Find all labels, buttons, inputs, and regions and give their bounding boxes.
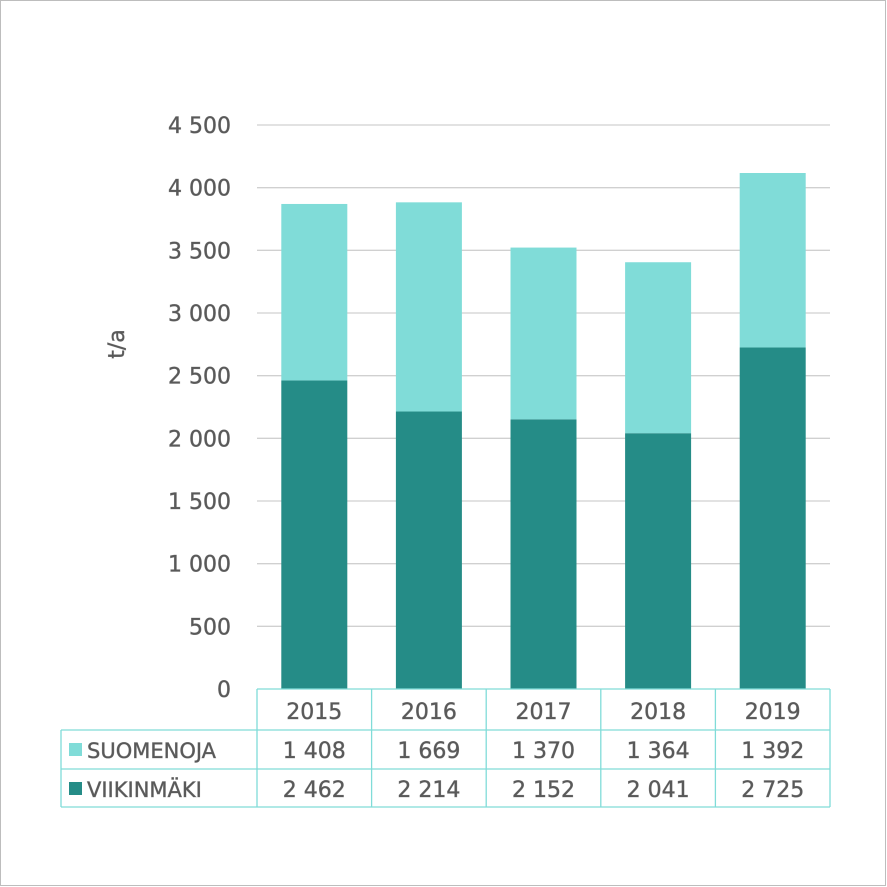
bar-suomenoja-2018 [625, 262, 692, 434]
y-tick-label: 1 500 [168, 490, 231, 515]
x-category-label: 2017 [516, 700, 572, 725]
x-category-label: 2018 [630, 700, 686, 725]
x-category-label: 2019 [745, 700, 801, 725]
table-cell-value: 2 462 [283, 778, 346, 803]
y-tick-label: 4 000 [168, 177, 231, 202]
x-category-label: 2016 [401, 700, 457, 725]
table-cell-value: 2 725 [741, 778, 804, 803]
table-cell-value: 1 370 [512, 739, 575, 764]
table-cell-value: 2 214 [397, 778, 460, 803]
legend-label: SUOMENOJA [87, 739, 217, 763]
bar-suomenoja-2016 [395, 202, 462, 412]
bar-suomenoja-2017 [510, 247, 577, 420]
y-tick-label: 2 500 [168, 365, 231, 390]
bar-viikinmäki-2019 [739, 347, 806, 689]
bar-viikinmäki-2017 [510, 419, 577, 689]
legend-label: VIIKINMÄKI [87, 777, 202, 802]
y-tick-label: 2 000 [168, 427, 231, 452]
table-cell-value: 2 041 [627, 778, 690, 803]
table-cell-value: 1 364 [627, 739, 690, 764]
y-tick-label: 4 500 [168, 114, 231, 139]
y-tick-label: 500 [189, 615, 231, 640]
bar-suomenoja-2015 [281, 203, 348, 381]
legend-swatch [69, 743, 82, 756]
bar-viikinmäki-2016 [395, 411, 462, 689]
x-category-label: 2015 [286, 700, 342, 725]
bar-viikinmäki-2015 [281, 380, 348, 689]
y-axis-label: t/a [105, 329, 130, 359]
y-tick-label: 1 000 [168, 553, 231, 578]
y-tick-label: 3 000 [168, 302, 231, 327]
y-tick-label: 0 [217, 678, 231, 703]
table-cell-value: 1 392 [741, 739, 804, 764]
bar-viikinmäki-2018 [625, 433, 692, 689]
legend-swatch [69, 782, 82, 795]
table-cell-value: 1 408 [283, 739, 346, 764]
table-cell-value: 2 152 [512, 778, 575, 803]
y-tick-label: 3 500 [168, 239, 231, 264]
table-cell-value: 1 669 [397, 739, 460, 764]
bar-suomenoja-2019 [739, 173, 806, 348]
